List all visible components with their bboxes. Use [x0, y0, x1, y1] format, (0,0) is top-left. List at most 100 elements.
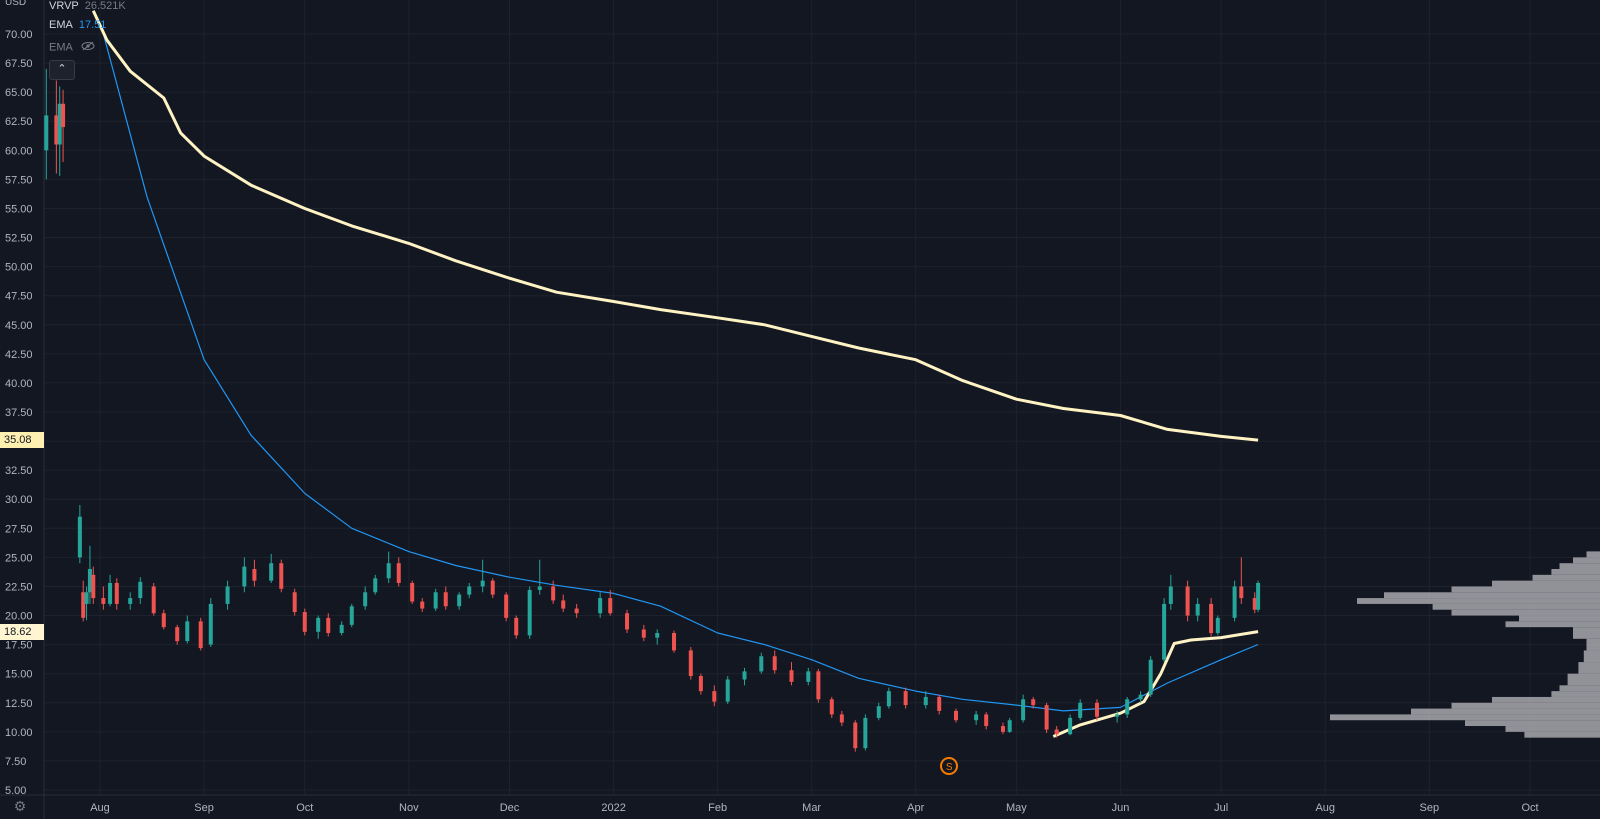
gear-icon[interactable]: ⚙ — [13, 798, 27, 814]
y-tick-label: 67.50 — [5, 58, 33, 70]
candle-body — [574, 608, 579, 614]
candle-body — [1252, 598, 1257, 610]
x-tick-label: Jun — [1112, 802, 1130, 814]
candle-body — [712, 691, 717, 702]
legend-ema-value: 17.51 — [78, 19, 107, 31]
volume-profile-bar — [1384, 592, 1600, 599]
candle-body — [829, 699, 834, 715]
candle-body — [128, 598, 133, 604]
candle-body — [57, 103, 62, 145]
candle-body — [1125, 699, 1130, 715]
candle-body — [608, 598, 613, 614]
legend-ema-hidden-label: EMA — [49, 41, 73, 54]
candle-body — [698, 676, 703, 692]
legend-ema-hidden[interactable]: EMA — [49, 41, 95, 54]
candle-body — [339, 624, 344, 633]
y-tick-label: 45.00 — [5, 320, 33, 332]
y-tick-label: 30.00 — [5, 494, 33, 506]
candle-body — [625, 613, 630, 630]
volume-profile-bar — [1559, 685, 1600, 692]
x-tick-label: Apr — [907, 802, 924, 814]
candle-body — [185, 621, 190, 642]
currency-label: USD — [5, 0, 26, 8]
x-tick-label: Aug — [90, 802, 110, 814]
legend-vrvp[interactable]: VRVP 26.521K — [49, 0, 126, 12]
y-tick-label: 20.00 — [5, 611, 33, 623]
candle-body — [725, 679, 730, 702]
x-tick-label: Jul — [1214, 802, 1228, 814]
x-tick-label: Dec — [500, 802, 520, 814]
y-tick-label: 60.00 — [5, 145, 33, 157]
candle-body — [490, 580, 495, 595]
candle-body — [953, 710, 958, 721]
candle-body — [1148, 659, 1153, 695]
volume-profile-bar — [1578, 662, 1600, 674]
candle-body — [114, 582, 119, 604]
y-tick-label: 22.50 — [5, 581, 33, 593]
split-event-icon[interactable]: S — [940, 757, 959, 775]
candle-body — [138, 581, 143, 599]
y-tick-label: 17.50 — [5, 640, 33, 652]
candle-body — [433, 592, 438, 609]
candle-body — [349, 606, 354, 625]
legend-ema-fast[interactable]: EMA 17.51 — [49, 19, 106, 31]
candle-body — [161, 613, 166, 628]
candle-body — [1094, 702, 1099, 717]
volume-profile-bar — [1505, 621, 1600, 628]
candle-body — [316, 617, 321, 632]
candle-body — [292, 592, 297, 613]
candle-body — [672, 632, 677, 651]
eye-crossed-icon[interactable] — [81, 41, 95, 54]
current-price-badge: 18.62 — [0, 623, 44, 640]
candle-body — [91, 574, 96, 599]
candle-body — [1044, 705, 1049, 730]
y-tick-label: 50.00 — [5, 262, 33, 274]
candle-body — [242, 566, 247, 587]
candle-body — [420, 601, 425, 609]
x-tick-label: Nov — [399, 802, 419, 814]
candle-body — [373, 578, 378, 593]
volume-profile-bar — [1532, 574, 1600, 581]
candle-body — [1209, 603, 1214, 633]
candle-body — [504, 594, 509, 618]
candle-body — [1068, 717, 1073, 735]
candle-body — [527, 589, 532, 636]
candle-body — [514, 617, 519, 636]
legend-vrvp-label: VRVP — [49, 0, 79, 12]
volume-profile-bar — [1551, 691, 1600, 697]
candle-body — [1195, 603, 1200, 616]
candle-body — [789, 670, 794, 682]
candle-body — [84, 592, 89, 604]
candle-body — [1078, 702, 1083, 718]
candle-body — [876, 706, 881, 718]
candle-body — [175, 627, 180, 642]
candle-body — [1138, 694, 1143, 700]
x-tick-label: Oct — [296, 802, 313, 814]
candle-body — [853, 722, 858, 749]
y-tick-label: 57.50 — [5, 174, 33, 186]
volume-profile-bar — [1492, 580, 1600, 587]
candle-body — [363, 592, 368, 607]
y-tick-label: 27.50 — [5, 523, 33, 535]
volume-profile-bar — [1567, 673, 1600, 686]
candle-body — [252, 569, 257, 581]
volume-profile-bar — [1505, 726, 1600, 732]
chevron-up-icon[interactable]: ⌃ — [49, 60, 75, 80]
candle-body — [886, 691, 891, 707]
candle-body — [386, 563, 391, 579]
candle-body — [1162, 603, 1167, 660]
ema-slow-line — [91, 10, 1259, 442]
candle-body — [688, 650, 693, 677]
x-tick-label: Sep — [194, 802, 214, 814]
candle-body — [561, 600, 566, 609]
y-tick-label: 70.00 — [5, 29, 33, 41]
candle-body — [1000, 726, 1005, 732]
candle-body — [903, 691, 908, 706]
volume-profile-bar — [1551, 569, 1600, 575]
candle-body — [1115, 714, 1120, 717]
candle-body — [326, 617, 331, 633]
candle-body — [457, 594, 462, 607]
candle-body — [443, 592, 448, 607]
